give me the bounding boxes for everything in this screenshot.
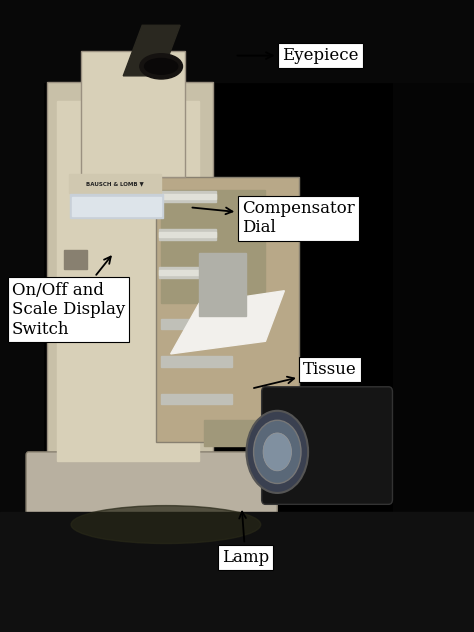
FancyBboxPatch shape (26, 452, 277, 515)
FancyBboxPatch shape (262, 387, 392, 504)
Bar (159, 232, 216, 237)
Bar (161, 319, 232, 329)
Bar (0, 0, 43, 632)
Polygon shape (171, 291, 284, 354)
Polygon shape (123, 25, 180, 76)
Bar (159, 191, 216, 202)
FancyBboxPatch shape (156, 177, 299, 442)
Bar (69, 174, 161, 193)
Bar (393, 0, 474, 632)
Text: Compensator
Dial: Compensator Dial (192, 200, 355, 236)
Bar (161, 394, 232, 404)
FancyBboxPatch shape (81, 51, 185, 177)
Bar (159, 194, 216, 199)
Text: Eyepiece: Eyepiece (237, 47, 358, 64)
Bar (72, 197, 161, 216)
Text: On/Off and
Scale Display
Switch: On/Off and Scale Display Switch (12, 257, 125, 337)
Ellipse shape (71, 506, 261, 544)
Bar (0, 0, 474, 82)
Bar (161, 356, 232, 367)
Bar (142, 35, 474, 63)
Ellipse shape (140, 54, 182, 79)
Bar (159, 267, 216, 278)
Text: BAUSCH & LOMB ▼: BAUSCH & LOMB ▼ (86, 181, 144, 186)
Bar (166, 0, 474, 76)
Circle shape (254, 420, 301, 483)
Bar (159, 229, 216, 240)
FancyBboxPatch shape (47, 82, 213, 474)
Bar (142, 47, 474, 60)
Ellipse shape (145, 59, 178, 75)
Bar (0, 512, 474, 632)
Circle shape (246, 411, 308, 493)
Bar (0, 0, 474, 76)
Circle shape (263, 433, 292, 471)
Bar (70, 194, 163, 218)
Text: Tissue: Tissue (254, 362, 357, 388)
Bar (57, 101, 199, 461)
Bar (199, 253, 246, 316)
Bar (159, 270, 216, 275)
Text: Lamp: Lamp (222, 512, 269, 566)
Bar (64, 250, 87, 269)
Bar (161, 190, 265, 303)
Bar (204, 420, 270, 446)
